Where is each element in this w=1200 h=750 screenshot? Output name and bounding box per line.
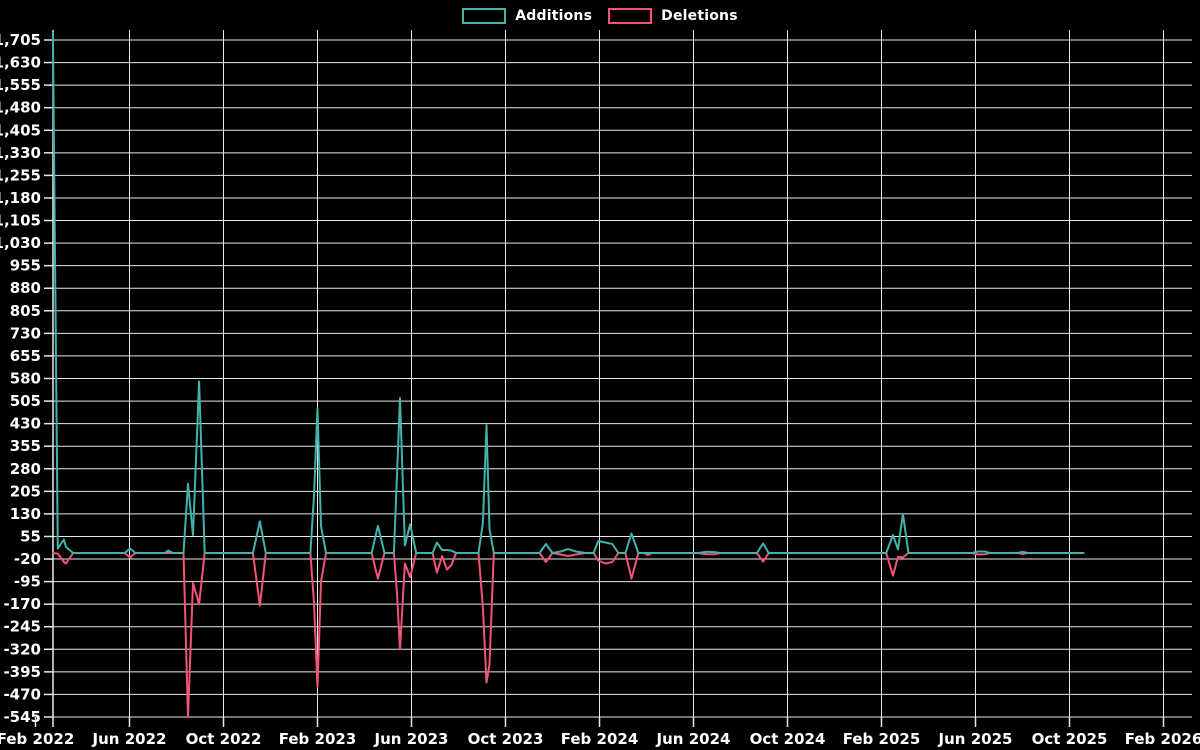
x-tick-label: Jun 2022: [92, 730, 167, 748]
y-tick-label: 1,105: [0, 212, 41, 230]
x-tick-label: Jun 2023: [374, 730, 449, 748]
y-tick-label: 130: [10, 505, 41, 523]
deletions-line[interactable]: [51, 552, 1085, 718]
y-tick-label: 805: [10, 302, 41, 320]
y-tick-label: -95: [14, 573, 41, 591]
x-tick-label: Feb 2024: [561, 730, 639, 748]
y-tick-label: 880: [10, 279, 41, 297]
y-tick-label: 1,255: [0, 166, 41, 184]
y-tick-label: 1,555: [0, 76, 41, 94]
x-tick-label: Oct 2025: [1032, 730, 1108, 748]
y-tick-label: -245: [3, 618, 41, 636]
y-tick-label: 580: [10, 370, 41, 388]
y-tick-label: -395: [3, 663, 41, 681]
y-tick-label: -320: [3, 640, 41, 658]
y-tick-label: 1,030: [0, 234, 41, 252]
y-tick-label: -545: [3, 708, 41, 726]
y-tick-label: 730: [10, 324, 41, 342]
y-tick-label: 1,180: [0, 189, 41, 207]
x-tick-label: Jun 2025: [938, 730, 1013, 748]
y-tick-label: 955: [10, 257, 41, 275]
y-tick-label: -20: [14, 550, 41, 568]
y-tick-label: 1,330: [0, 144, 41, 162]
y-tick-label: 355: [10, 437, 41, 455]
y-tick-label: 205: [10, 482, 41, 500]
additions-line[interactable]: [51, 32, 1085, 554]
x-tick-label: Oct 2022: [186, 730, 262, 748]
y-tick-label: 1,405: [0, 121, 41, 139]
x-tick-label: Feb 2025: [843, 730, 921, 748]
y-tick-label: 505: [10, 392, 41, 410]
y-tick-label: 1,630: [0, 54, 41, 72]
x-tick-label: Feb 2023: [279, 730, 357, 748]
y-tick-label: 655: [10, 347, 41, 365]
y-tick-label: 430: [10, 415, 41, 433]
x-tick-label: Jun 2024: [656, 730, 731, 748]
y-tick-label: 280: [10, 460, 41, 478]
y-tick-label: 55: [20, 527, 41, 545]
x-tick-label: Oct 2023: [468, 730, 544, 748]
y-tick-label: -470: [3, 685, 41, 703]
x-tick-label: Oct 2024: [750, 730, 826, 748]
y-tick-label: -170: [3, 595, 41, 613]
y-tick-label: 1,705: [0, 31, 41, 49]
y-tick-label: 1,480: [0, 99, 41, 117]
x-tick-label: Feb 2022: [0, 730, 74, 748]
x-tick-label: Feb 2026: [1125, 730, 1200, 748]
